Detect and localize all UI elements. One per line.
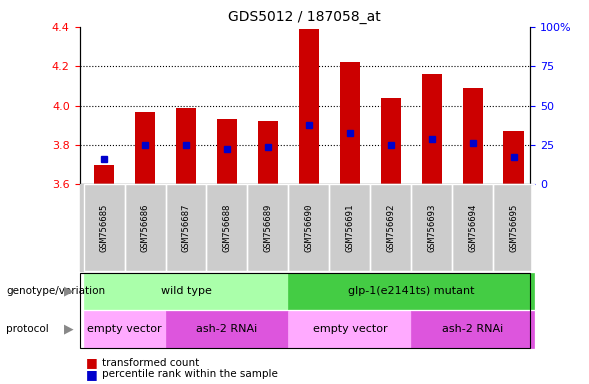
Text: genotype/variation: genotype/variation	[6, 286, 105, 296]
Bar	[258, 121, 278, 184]
Text: wild type: wild type	[161, 286, 211, 296]
Text: ■: ■	[85, 356, 97, 369]
Text: ash-2 RNAi: ash-2 RNAi	[442, 324, 504, 334]
Text: empty vector: empty vector	[313, 324, 387, 334]
Text: GSM756693: GSM756693	[427, 204, 436, 252]
Text: ■: ■	[85, 368, 97, 381]
Bar	[380, 98, 401, 184]
Text: protocol: protocol	[6, 324, 49, 334]
Bar	[462, 88, 483, 184]
Text: GSM756694: GSM756694	[468, 204, 477, 252]
Title: GDS5012 / 187058_at: GDS5012 / 187058_at	[229, 10, 381, 25]
Text: percentile rank within the sample: percentile rank within the sample	[102, 369, 278, 379]
Text: GSM756688: GSM756688	[223, 204, 231, 252]
Text: GSM756689: GSM756689	[263, 204, 273, 252]
Text: GSM756685: GSM756685	[100, 204, 108, 252]
Text: GSM756686: GSM756686	[141, 204, 150, 252]
Bar	[176, 108, 196, 184]
Text: empty vector: empty vector	[87, 324, 162, 334]
Text: GSM756695: GSM756695	[509, 204, 518, 252]
Text: GSM756690: GSM756690	[305, 204, 313, 252]
Bar	[504, 131, 524, 184]
Bar	[299, 29, 319, 184]
Bar	[135, 111, 155, 184]
Text: ash-2 RNAi: ash-2 RNAi	[196, 324, 257, 334]
Text: ▶: ▶	[64, 323, 74, 336]
Bar	[422, 74, 442, 184]
Text: glp-1(e2141ts) mutant: glp-1(e2141ts) mutant	[348, 286, 475, 296]
Text: GSM756691: GSM756691	[345, 204, 355, 252]
Text: ▶: ▶	[64, 285, 74, 297]
Text: transformed count: transformed count	[102, 358, 199, 368]
Bar	[94, 165, 114, 184]
Text: GSM756687: GSM756687	[181, 204, 190, 252]
Text: GSM756692: GSM756692	[386, 204, 395, 252]
Bar	[217, 119, 237, 184]
Bar	[340, 62, 360, 184]
